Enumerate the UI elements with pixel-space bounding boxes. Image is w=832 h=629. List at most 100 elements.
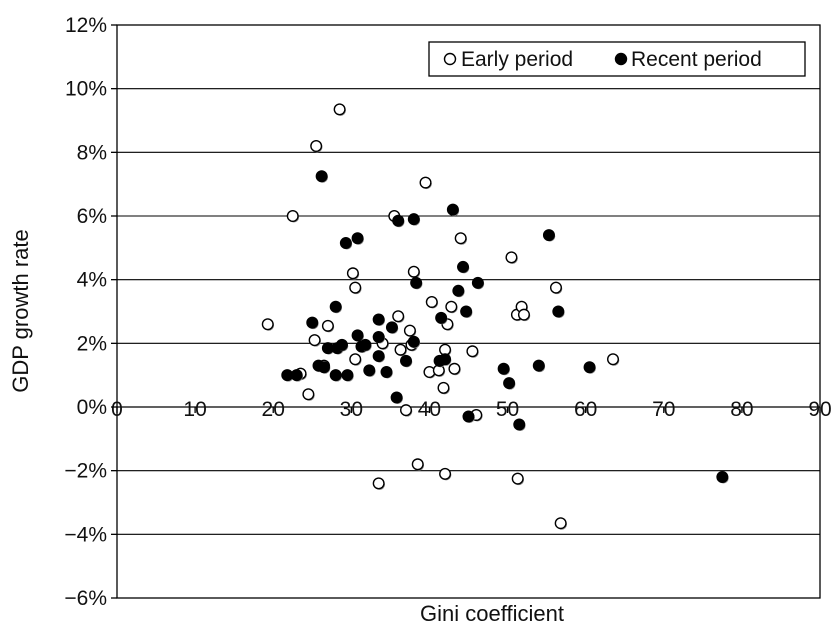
early-period-point (554, 517, 567, 530)
early-period-point (349, 281, 362, 294)
series-recent-period (281, 170, 729, 484)
early-period-point (439, 467, 452, 480)
recent-period-point (335, 338, 348, 351)
legend-early-marker (443, 52, 457, 66)
recent-period-point (290, 369, 303, 382)
early-period-point (445, 300, 458, 313)
early-period-point (454, 232, 467, 245)
recent-period-point (359, 338, 372, 351)
recent-period-point (552, 305, 565, 318)
y-axis-title: GDP growth rate (8, 229, 33, 392)
early-period-point (511, 472, 524, 485)
x-tick-label: 20 (262, 398, 285, 421)
recent-period-point (363, 364, 376, 377)
early-period-point (333, 103, 346, 116)
recent-period-point (532, 359, 545, 372)
legend: Early period Recent period (428, 41, 806, 77)
recent-period-point (497, 362, 510, 375)
early-period-point (505, 251, 518, 264)
plot-frame (116, 24, 821, 599)
y-tick-label: −6% (64, 587, 107, 610)
x-tick-label: 10 (183, 398, 206, 421)
x-tick-label: 70 (652, 398, 675, 421)
early-period-point (392, 310, 405, 323)
early-period-point (349, 353, 362, 366)
recent-period-point (372, 313, 385, 326)
early-period-point (419, 176, 432, 189)
y-tick-labels: −6% −4% −2% 0% 2% 4% 6% 8% 10% 12% (64, 14, 107, 610)
recent-period-point (439, 353, 452, 366)
early-period-point (302, 388, 315, 401)
recent-period-point (457, 260, 470, 273)
legend-recent-marker (614, 52, 628, 66)
early-period-point (286, 209, 299, 222)
recent-period-point (452, 284, 465, 297)
recent-period-point (372, 330, 385, 343)
early-period-point (607, 353, 620, 366)
recent-period-point (471, 276, 484, 289)
early-period-point (400, 404, 413, 417)
x-tick-label: 0 (111, 398, 123, 421)
recent-period-point (407, 213, 420, 226)
x-axis-title: Gini coefficient (420, 601, 564, 626)
early-period-point (372, 477, 385, 490)
early-period-point (321, 319, 334, 332)
recent-period-point (329, 300, 342, 313)
early-period-point (517, 308, 530, 321)
legend-recent-label: Recent period (631, 48, 762, 71)
recent-period-point (329, 369, 342, 382)
early-period-point (346, 267, 359, 280)
early-period-point (411, 458, 424, 471)
x-tick-label: 50 (496, 398, 519, 421)
y-tick-label: 4% (77, 269, 107, 292)
recent-period-point (392, 214, 405, 227)
early-period-point (394, 343, 407, 356)
early-period-point (437, 381, 450, 394)
legend-early-label: Early period (461, 48, 573, 71)
y-tick-label: 2% (77, 332, 107, 355)
recent-period-point (306, 316, 319, 329)
recent-period-point (351, 329, 364, 342)
recent-period-point (400, 354, 413, 367)
recent-period-point (351, 232, 364, 245)
early-period-point (466, 345, 479, 358)
early-period-point (448, 362, 461, 375)
y-tick-label: 10% (65, 78, 107, 101)
recent-period-point (372, 350, 385, 363)
early-period-point (403, 324, 416, 337)
early-period-point (549, 281, 562, 294)
y-tick-label: −2% (64, 460, 107, 483)
x-tick-label: 90 (808, 398, 831, 421)
recent-period-point (407, 335, 420, 348)
recent-period-point (435, 311, 448, 324)
recent-period-point (317, 361, 330, 374)
y-tick-label: 8% (77, 141, 107, 164)
recent-period-point (390, 391, 403, 404)
recent-period-point (503, 377, 516, 390)
recent-period-point (380, 365, 393, 378)
recent-period-point (339, 237, 352, 250)
recent-period-point (341, 369, 354, 382)
early-period-point (308, 334, 321, 347)
recent-period-point (315, 170, 328, 183)
recent-period-point (446, 203, 459, 216)
y-tick-label: 6% (77, 205, 107, 228)
x-tick-label: 40 (418, 398, 441, 421)
recent-period-point (583, 361, 596, 374)
x-tick-label: 60 (574, 398, 597, 421)
y-tick-label: −4% (64, 523, 107, 546)
x-tick-labels: 0 10 20 30 40 50 60 70 80 90 (111, 398, 832, 421)
early-period-point (310, 139, 323, 152)
recent-period-point (460, 305, 473, 318)
recent-period-point (385, 321, 398, 334)
recent-period-point (462, 410, 475, 423)
recent-period-point (542, 229, 555, 242)
early-period-point (425, 295, 438, 308)
x-tick-label: 80 (730, 398, 753, 421)
early-period-point (261, 318, 274, 331)
y-tick-label: 0% (77, 396, 107, 419)
early-period-point (407, 265, 420, 278)
recent-period-point (513, 418, 526, 431)
